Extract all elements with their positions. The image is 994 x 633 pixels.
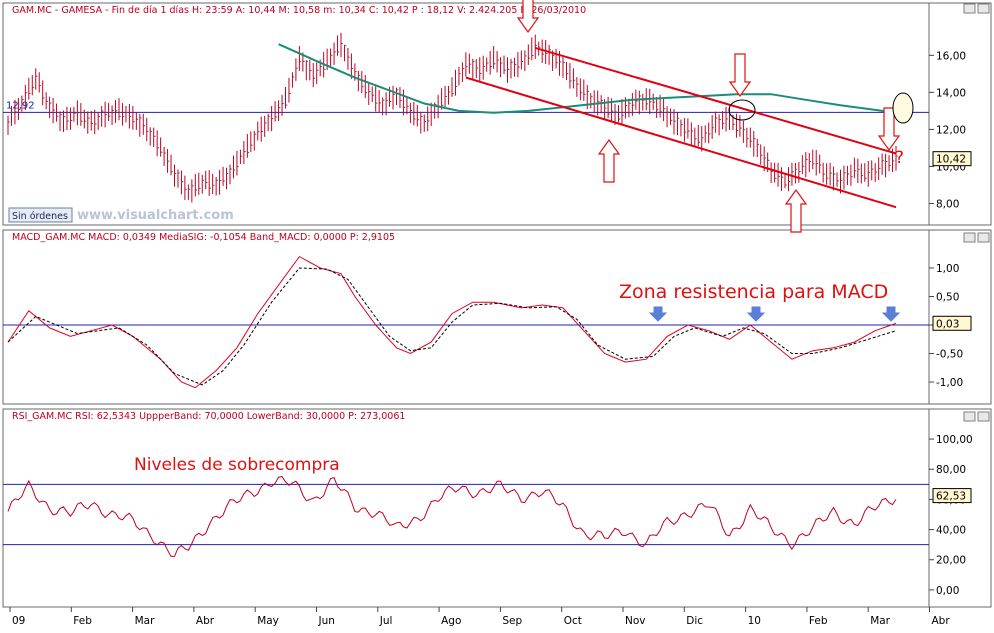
x-tick-label: May: [257, 615, 279, 627]
x-tick-label: Ago: [441, 615, 461, 627]
y-tick-label: 80,00: [936, 464, 966, 476]
price-scale: [928, 2, 992, 226]
question-mark: ?: [895, 148, 904, 168]
x-tick-label: 10: [748, 615, 761, 627]
macd-last-value: 0,03: [936, 318, 959, 330]
x-tick-label: Mar: [135, 615, 155, 627]
rsi-panel: [2, 408, 930, 608]
arrow-up-feb: [784, 188, 808, 233]
y-tick-label: 40,00: [936, 525, 966, 537]
y-tick-label: -0,50: [936, 349, 963, 361]
x-tick-label: Feb: [73, 615, 92, 627]
close-icon[interactable]: [977, 411, 990, 422]
rsi-last-value-box: [932, 488, 972, 504]
series: [7, 32, 898, 557]
y-tick-label: 0,00: [936, 585, 959, 597]
y-tick-label: 100,00: [936, 434, 973, 446]
annotations: [516, 0, 914, 322]
rsi-annotation: Niveles de sobrecompra: [134, 455, 340, 475]
x-tick-label: Abr: [932, 615, 951, 627]
arrow-top-sep: [516, 0, 540, 34]
rsi-panel-controls[interactable]: [963, 411, 990, 422]
labels: 09 Feb Mar Abr May Jun Jul Ago Sep Oct Nov Dic 10 Feb…: [6, 50, 973, 627]
y-tick-label: 12,00: [936, 124, 966, 136]
macd-last-value-box: [932, 315, 972, 331]
x-tick-label: Dic: [686, 615, 703, 627]
maximize-icon[interactable]: [963, 3, 976, 14]
macd-header: MACD_GAM.MC MACD: 0,0349 MediaSIG: -0,10…: [12, 232, 395, 243]
y-tick-label: 0,50: [936, 291, 959, 303]
rsi-header: RSI_GAM.MC RSI: 62,5343 UppperBand: 70,0…: [12, 411, 405, 422]
channel-lower-line: [465, 76, 897, 209]
macd-annotation: Zona resistencia para MACD: [619, 281, 888, 303]
y-tick-label: 1,00: [936, 263, 959, 275]
circle-end: [892, 92, 914, 124]
y-tick-label: 14,00: [936, 87, 966, 99]
arrow-up-oct: [597, 138, 621, 183]
price-panel-controls[interactable]: [963, 3, 990, 14]
macd-panel: [2, 229, 930, 405]
x-tick-label: Jun: [318, 615, 335, 627]
macd-signal-line: [7, 267, 897, 386]
moving-average-line: [278, 43, 897, 114]
x-tick-label: Nov: [625, 615, 646, 627]
x-tick-label: Oct: [564, 615, 582, 627]
rsi-line: [7, 476, 897, 557]
x-tick-label: Abr: [196, 615, 215, 627]
x-tick-label: Jul: [379, 615, 393, 627]
x-tick-label: Sep: [502, 615, 522, 627]
price-header: GAM.MC - GAMESA - Fin de día 1 días H: 2…: [12, 5, 586, 16]
y-tick-label: 8,00: [936, 198, 959, 210]
arrow-top-ene: [728, 53, 752, 98]
channel-upper-line: [535, 46, 897, 155]
x-tick-label: Mar: [870, 615, 890, 627]
close-icon[interactable]: [977, 3, 990, 14]
no-orders-label: Sin órdenes: [12, 211, 68, 222]
macd-panel-controls[interactable]: [963, 232, 990, 243]
rsi-scale: [928, 408, 992, 608]
no-orders-button[interactable]: [8, 207, 73, 223]
y-tick-label: 20,00: [936, 555, 966, 567]
price-panel: [2, 2, 930, 226]
price-reference-label: 12,92: [6, 100, 35, 111]
price-last-value-box: [932, 151, 972, 167]
rsi-last-value: 62,53: [936, 491, 966, 503]
y-tick-label: 16,00: [936, 50, 966, 62]
y-tick-label: -1,00: [936, 377, 963, 389]
macd-resistance-arrow: [648, 306, 668, 322]
maximize-icon[interactable]: [963, 232, 976, 243]
x-tick-label: 09: [12, 615, 25, 627]
maximize-icon[interactable]: [963, 411, 976, 422]
price-last-value: 10,42: [936, 154, 966, 166]
watermark: www.visualchart.com: [77, 208, 234, 223]
macd-resistance-arrow: [881, 306, 901, 322]
close-icon[interactable]: [977, 232, 990, 243]
macd-resistance-arrow: [746, 306, 766, 322]
x-tick-label: Feb: [809, 615, 828, 627]
circle-cross: [728, 99, 756, 121]
